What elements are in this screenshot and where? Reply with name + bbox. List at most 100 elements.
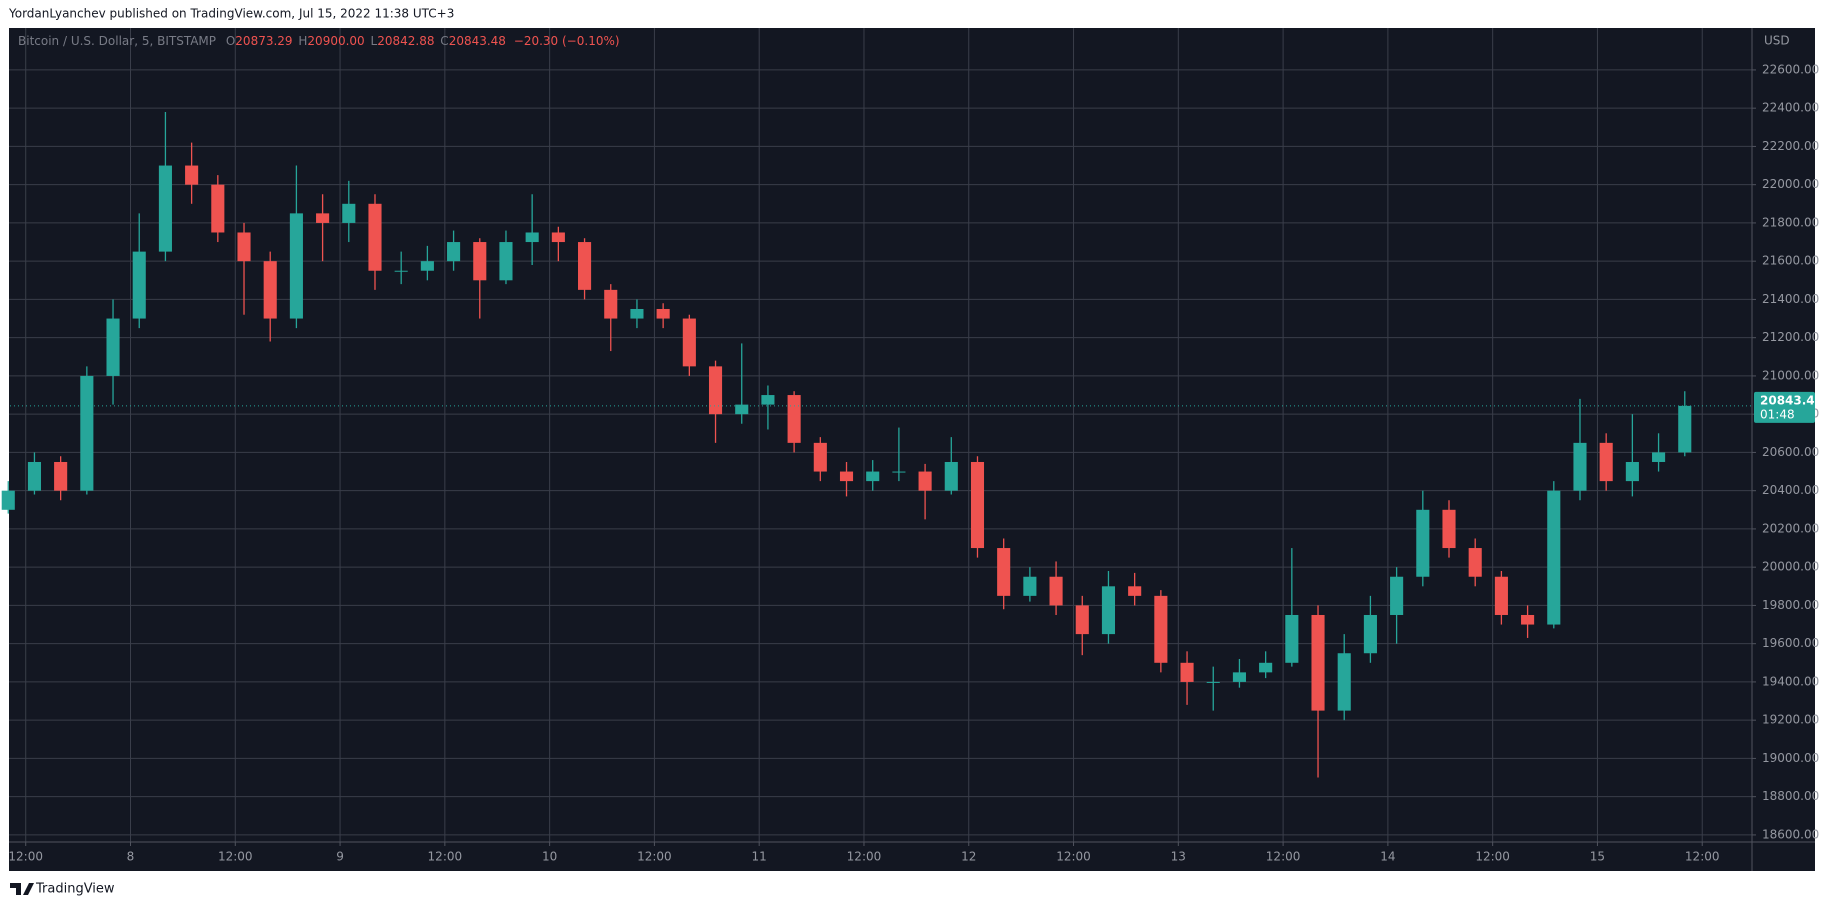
candle-body bbox=[682, 318, 696, 367]
candle-body bbox=[1521, 614, 1535, 625]
candle-body bbox=[1678, 405, 1692, 453]
y-tick-label: 18800.00 bbox=[1762, 789, 1819, 803]
y-tick-label: 21200.00 bbox=[1762, 330, 1819, 344]
candle-body bbox=[54, 461, 68, 491]
candle-body bbox=[80, 375, 94, 491]
candle-body bbox=[1390, 576, 1404, 615]
candle-body bbox=[211, 184, 225, 233]
candle-body bbox=[1652, 452, 1666, 462]
y-tick-label: 22600.00 bbox=[1762, 62, 1819, 76]
candle-body bbox=[735, 404, 749, 415]
close-label: C bbox=[440, 34, 448, 48]
y-tick-label: 20000.00 bbox=[1762, 560, 1819, 574]
high-value: 20900.00 bbox=[307, 34, 364, 48]
countdown-label: 01:48 bbox=[1760, 407, 1795, 421]
candle-body bbox=[132, 251, 146, 319]
candle-body bbox=[1101, 586, 1116, 635]
x-tick-label: 9 bbox=[336, 850, 344, 864]
x-tick-label: 12:00 bbox=[428, 850, 463, 864]
candle-body bbox=[1337, 653, 1351, 711]
candle-body bbox=[997, 548, 1011, 596]
publish-header: YordanLyanchev published on TradingView.… bbox=[8, 7, 454, 21]
candle-body bbox=[551, 232, 565, 243]
x-tick-label: 8 bbox=[127, 850, 135, 864]
candle-body bbox=[525, 232, 539, 243]
candle-body bbox=[1442, 509, 1456, 549]
y-tick-label: 22000.00 bbox=[1762, 177, 1819, 191]
candle-body bbox=[708, 366, 723, 415]
candle-body bbox=[1625, 461, 1639, 482]
y-tick-label: 21600.00 bbox=[1762, 254, 1819, 268]
grid bbox=[9, 28, 1752, 842]
candle-body bbox=[866, 471, 880, 482]
candle-body bbox=[473, 242, 487, 281]
candle-body bbox=[656, 308, 670, 319]
ohlc-legend: Bitcoin / U.S. Dollar, 5, BITSTAMP O2087… bbox=[18, 34, 620, 48]
candle-body bbox=[787, 395, 801, 443]
y-tick-label: 21400.00 bbox=[1762, 292, 1819, 306]
x-tick-label: 12:00 bbox=[637, 850, 672, 864]
y-tick-label: 21800.00 bbox=[1762, 215, 1819, 229]
y-tick-label: 22200.00 bbox=[1762, 139, 1819, 153]
x-tick-label: 12:00 bbox=[1475, 850, 1510, 864]
y-tick-label: 22400.00 bbox=[1762, 101, 1819, 115]
y-tick-label: 20200.00 bbox=[1762, 521, 1819, 535]
candle-body bbox=[1023, 576, 1037, 596]
candle-body bbox=[1075, 605, 1089, 635]
candle-body bbox=[813, 442, 827, 472]
candle-body bbox=[604, 289, 618, 319]
x-tick-label: 12 bbox=[961, 850, 976, 864]
x-tick-label: 13 bbox=[1171, 850, 1186, 864]
candle-body bbox=[1599, 442, 1613, 482]
candle-body bbox=[1285, 614, 1299, 663]
candle-body bbox=[185, 165, 199, 185]
candle-body bbox=[263, 261, 277, 319]
candle-body bbox=[1547, 490, 1561, 625]
candle-body bbox=[578, 242, 592, 290]
candle-body bbox=[944, 461, 958, 491]
y-tick-label: 19000.00 bbox=[1762, 751, 1819, 765]
x-tick-label: 12:00 bbox=[1266, 850, 1301, 864]
y-tick-label: 19600.00 bbox=[1762, 636, 1819, 650]
candles bbox=[1, 112, 1692, 778]
candle-body bbox=[918, 471, 932, 491]
high-label: H bbox=[298, 34, 307, 48]
candle-body bbox=[892, 471, 906, 473]
y-tick-label: 19400.00 bbox=[1762, 674, 1819, 688]
candle-body bbox=[237, 232, 251, 262]
x-tick-label: 14 bbox=[1380, 850, 1395, 864]
candle-body bbox=[1180, 662, 1194, 682]
symbol: Bitcoin / U.S. Dollar, 5, BITSTAMP bbox=[18, 34, 216, 48]
candle-body bbox=[342, 203, 356, 223]
y-tick-label: 19800.00 bbox=[1762, 598, 1819, 612]
logo-mark bbox=[10, 883, 34, 895]
last-price-box bbox=[1754, 391, 1815, 423]
candle-body bbox=[1468, 548, 1482, 577]
candle-body bbox=[1154, 595, 1168, 663]
x-tick-label: 12:00 bbox=[847, 850, 882, 864]
candle-body bbox=[1416, 509, 1430, 577]
open-value: 20873.29 bbox=[235, 34, 292, 48]
candle-body bbox=[1232, 672, 1246, 682]
candle-body bbox=[499, 242, 513, 281]
low-label: L bbox=[371, 34, 378, 48]
candle-body bbox=[1, 490, 15, 510]
y-tick-label: 21000.00 bbox=[1762, 368, 1819, 382]
candle-body bbox=[368, 203, 382, 271]
x-tick-label: 12:00 bbox=[8, 850, 43, 864]
candle-body bbox=[158, 165, 172, 252]
open-label: O bbox=[226, 34, 235, 48]
price-axis-unit: USD bbox=[1764, 34, 1790, 48]
candle-body bbox=[1494, 576, 1508, 615]
brand-name: TradingView bbox=[35, 882, 115, 897]
candle-body bbox=[27, 461, 41, 491]
x-tick-label: 15 bbox=[1590, 850, 1605, 864]
candle-body bbox=[761, 395, 775, 405]
y-tick-label: 20400.00 bbox=[1762, 483, 1819, 497]
x-tick-label: 10 bbox=[542, 850, 557, 864]
x-tick-label: 11 bbox=[752, 850, 767, 864]
candle-body bbox=[394, 270, 408, 272]
low-value: 20842.88 bbox=[377, 34, 434, 48]
